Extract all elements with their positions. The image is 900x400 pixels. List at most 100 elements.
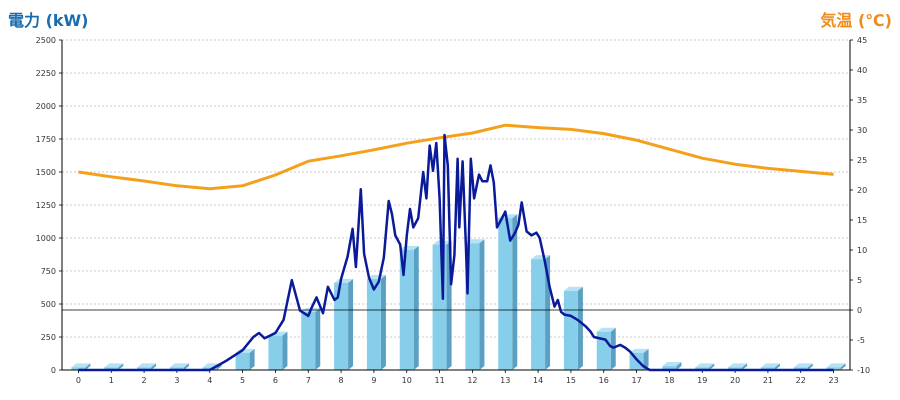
x-tick-label: 16 (599, 376, 609, 385)
left-axis-title: 電力 (kW) (8, 11, 89, 30)
bar-top (793, 363, 813, 368)
bar-side (709, 363, 715, 370)
bar-top (760, 363, 780, 368)
right-tick-label: 5 (857, 276, 862, 285)
x-tick-label: 3 (174, 376, 179, 385)
bar-top (728, 363, 748, 368)
x-tick-label: 21 (763, 376, 773, 385)
bar-top (465, 239, 485, 244)
bar (662, 366, 677, 370)
bar (563, 290, 578, 370)
left-tick-label: 1000 (36, 234, 56, 243)
bar-side (380, 274, 386, 370)
bar-side (643, 348, 649, 370)
right-tick-label: 20 (857, 186, 867, 195)
x-tick-label: 12 (467, 376, 477, 385)
x-tick-label: 11 (434, 376, 444, 385)
x-tick-label: 9 (371, 376, 376, 385)
x-tick-label: 8 (339, 376, 344, 385)
bar-side (315, 307, 321, 370)
right-tick-label: 25 (857, 156, 867, 165)
left-tick-label: 1750 (36, 135, 56, 144)
bar (301, 311, 316, 370)
bar-side (840, 363, 846, 370)
bar-side (85, 363, 91, 370)
bar-top (169, 363, 189, 368)
bar (531, 259, 546, 370)
bar-side (676, 362, 682, 370)
bar (71, 367, 86, 370)
power-line (78, 133, 834, 372)
bar-side (577, 286, 583, 370)
bar-side (282, 331, 288, 370)
right-tick-label: 0 (857, 306, 862, 315)
bar (760, 367, 775, 370)
x-tick-label: 18 (664, 376, 674, 385)
x-tick-label: 15 (566, 376, 576, 385)
x-tick-label: 4 (207, 376, 212, 385)
right-tick-label: 15 (857, 216, 867, 225)
right-tick-label: 40 (857, 66, 867, 75)
x-tick-label: 2 (142, 376, 147, 385)
x-tick-label: 6 (273, 376, 278, 385)
x-tick-label: 22 (796, 376, 806, 385)
x-tick-label: 14 (533, 376, 543, 385)
right-tick-label: 10 (857, 246, 867, 255)
bar-side (118, 363, 124, 370)
bar-side (348, 278, 354, 370)
x-tick-label: 10 (402, 376, 412, 385)
bar (334, 282, 349, 370)
temperature-line (78, 123, 834, 191)
bar (104, 367, 119, 370)
bar (137, 367, 152, 370)
bar (498, 218, 513, 370)
right-tick-label: -10 (857, 366, 870, 375)
left-tick-label: 750 (41, 267, 56, 276)
bar (793, 367, 808, 370)
right-tick-label: 45 (857, 36, 867, 45)
right-tick-label: -5 (857, 336, 865, 345)
left-tick-label: 1250 (36, 201, 56, 210)
bar-top (629, 348, 649, 353)
bar-top (695, 363, 715, 368)
x-tick-label: 17 (631, 376, 641, 385)
x-tick-label: 0 (76, 376, 81, 385)
bar (826, 367, 841, 370)
left-tick-label: 2250 (36, 69, 56, 78)
bar (728, 367, 743, 370)
left-tick-label: 500 (41, 300, 56, 309)
right-tick-label: 35 (857, 96, 867, 105)
bar-side (183, 363, 189, 370)
x-tick-label: 7 (306, 376, 311, 385)
x-tick-label: 13 (500, 376, 510, 385)
bar (235, 352, 250, 370)
left-tick-label: 250 (41, 333, 56, 342)
bar-side (774, 363, 780, 370)
bar-top (826, 363, 846, 368)
bar-top (563, 286, 583, 291)
bar-top (596, 327, 616, 332)
bar-top (662, 362, 682, 367)
left-tick-label: 0 (51, 366, 56, 375)
bar-top (334, 278, 354, 283)
bar-side (413, 245, 419, 370)
x-tick-label: 23 (828, 376, 838, 385)
bar (366, 278, 381, 370)
left-tick-label: 1500 (36, 168, 56, 177)
bar-side (742, 363, 748, 370)
right-axis-title: 気温 (℃) (820, 11, 892, 30)
left-tick-label: 2000 (36, 102, 56, 111)
bar-top (137, 363, 157, 368)
x-tick-label: 19 (697, 376, 707, 385)
bar (268, 335, 283, 370)
bar-side (479, 239, 485, 370)
bar-top (104, 363, 124, 368)
bar-side (512, 214, 518, 370)
bar-side (151, 363, 157, 370)
x-tick-label: 5 (240, 376, 245, 385)
bar (169, 367, 184, 370)
x-tick-label: 1 (109, 376, 114, 385)
bar (695, 367, 710, 370)
